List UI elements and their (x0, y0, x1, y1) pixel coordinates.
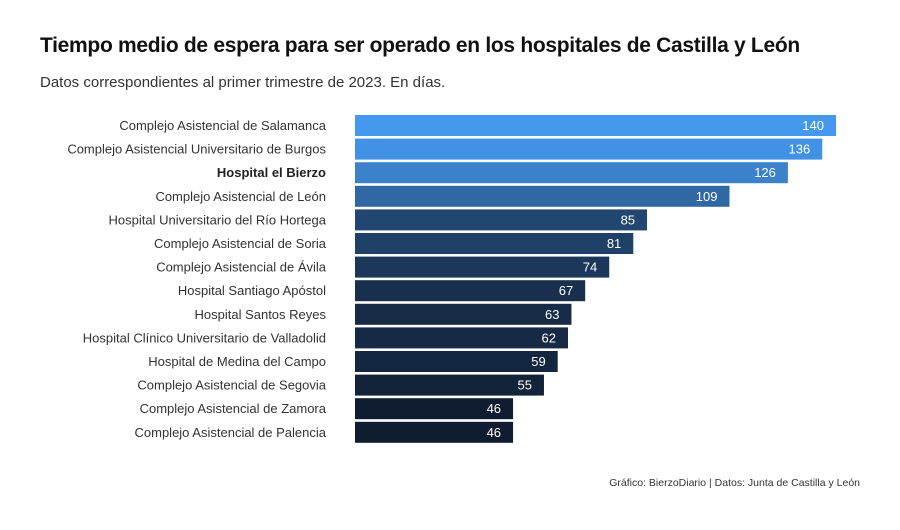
bar (355, 209, 648, 231)
chart-subtitle: Datos correspondientes al primer trimest… (40, 74, 446, 91)
value-label: 46 (487, 401, 501, 416)
bar (355, 351, 558, 372)
bar (355, 421, 514, 443)
bars-group: Complejo Asistencial de Salamanca 140 Comp… (67, 115, 836, 443)
bar (355, 256, 610, 278)
value-label: 109 (696, 189, 718, 204)
value-label: 81 (607, 236, 621, 251)
category-label: Hospital Santiago Apóstol (178, 283, 326, 298)
bar (355, 115, 836, 136)
category-label: Complejo Asistencial de Palencia (135, 425, 327, 440)
bar (355, 280, 586, 302)
category-label: Complejo Asistencial de Ávila (156, 260, 327, 275)
bar (355, 303, 572, 325)
bar (355, 138, 823, 160)
value-label: 74 (583, 260, 597, 275)
category-label: Hospital el Bierzo (217, 165, 326, 180)
bar (355, 374, 544, 396)
value-label: 126 (754, 165, 776, 180)
bar (355, 398, 514, 420)
value-label: 46 (487, 425, 501, 440)
category-label: Complejo Asistencial Universitario de Bu… (67, 142, 326, 157)
category-label: Hospital Clínico Universitario de Vallad… (83, 330, 326, 345)
category-label: Complejo Asistencial de León (155, 189, 326, 204)
category-label: Complejo Asistencial de Zamora (140, 401, 327, 416)
value-label: 67 (559, 283, 573, 298)
bar (355, 233, 634, 254)
value-label: 140 (802, 118, 824, 133)
value-label: 136 (789, 142, 811, 157)
chart-title: Tiempo medio de espera para ser operado … (40, 34, 800, 57)
bar (355, 162, 788, 184)
category-label: Hospital Universitario del Río Hortega (109, 212, 327, 227)
bar (355, 327, 569, 349)
value-label: 85 (621, 212, 635, 227)
bar (355, 185, 730, 207)
value-label: 62 (542, 330, 556, 345)
value-label: 63 (545, 307, 559, 322)
value-label: 59 (531, 354, 545, 369)
category-label: Hospital Santos Reyes (194, 307, 326, 322)
category-label: Complejo Asistencial de Soria (154, 236, 327, 251)
category-label: Complejo Asistencial de Segovia (137, 378, 326, 393)
source-caption: Gráfico: BierzoDiario | Datos: Junta de … (609, 477, 860, 489)
category-label: Hospital de Medina del Campo (148, 354, 326, 369)
value-label: 55 (517, 378, 531, 393)
category-label: Complejo Asistencial de Salamanca (119, 118, 326, 133)
